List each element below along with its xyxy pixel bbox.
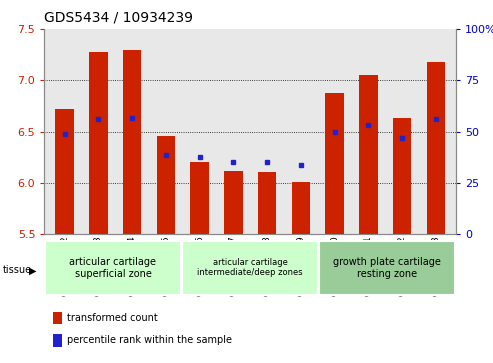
- Text: growth plate cartilage
resting zone: growth plate cartilage resting zone: [333, 257, 441, 278]
- Bar: [190, 162, 209, 234]
- Text: percentile rank within the sample: percentile rank within the sample: [67, 335, 232, 345]
- Bar: [45, 241, 181, 295]
- Bar: [319, 241, 456, 295]
- Bar: [157, 136, 175, 234]
- Bar: [123, 49, 141, 234]
- Bar: [258, 172, 277, 234]
- Bar: [325, 93, 344, 234]
- Text: articular cartilage
superficial zone: articular cartilage superficial zone: [70, 257, 156, 278]
- Text: articular cartilage
intermediate/deep zones: articular cartilage intermediate/deep zo…: [197, 258, 303, 277]
- Text: GDS5434 / 10934239: GDS5434 / 10934239: [44, 11, 193, 25]
- Bar: [55, 109, 74, 234]
- Bar: [426, 62, 445, 234]
- Bar: [291, 182, 310, 234]
- Bar: [53, 334, 62, 347]
- Bar: [53, 311, 62, 324]
- Text: tissue: tissue: [2, 265, 32, 276]
- Bar: [224, 171, 243, 234]
- Text: ▶: ▶: [29, 265, 36, 276]
- Bar: [89, 52, 107, 234]
- Bar: [182, 241, 318, 295]
- Text: transformed count: transformed count: [67, 313, 158, 323]
- Bar: [393, 118, 411, 234]
- Bar: [359, 75, 378, 234]
